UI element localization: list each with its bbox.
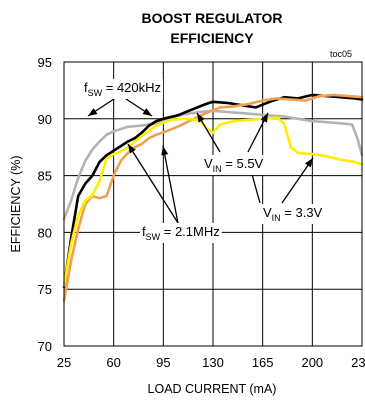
annotation-fsw-420khz-bg <box>82 79 164 99</box>
arrow-33-b-head <box>305 158 313 168</box>
x-tick-label: 60 <box>106 355 120 370</box>
plot-frame <box>63 61 363 347</box>
y-tick-label: 85 <box>38 169 52 184</box>
arrow-21-b <box>162 145 179 224</box>
x-tick-label: 95 <box>156 355 170 370</box>
y-tick-label: 75 <box>38 282 52 297</box>
arrow-33-b <box>281 157 314 204</box>
figure-code: toc05 <box>330 49 352 59</box>
x-tick-label: 235 <box>351 355 365 370</box>
arrow-55-a-head <box>197 113 205 123</box>
y-axis-label: EFFICIENCY (%) <box>9 156 23 253</box>
chart-title-line2: EFFICIENCY <box>170 30 254 46</box>
arrow-21-a-head <box>128 144 136 154</box>
x-tick-label: 165 <box>252 355 274 370</box>
annotation-vin-5-5v-bg <box>202 155 266 175</box>
x-tick-label: 25 <box>57 355 71 370</box>
annotation-fsw-420khz: fSW = 420kHz <box>84 80 161 98</box>
annotation-vin-3-3v-bg <box>261 204 325 224</box>
y-tick-label: 70 <box>38 339 52 354</box>
annotation-fsw-2-1mhz: fSW = 2.1MHz <box>142 224 220 242</box>
tick-labels: 25 60 95 130 165 200 235 70 75 80 85 90 95 <box>38 55 365 370</box>
annotation-layer: fSW = 420kHz fSW = 2.1MHz VIN = 5.5V VIN = … <box>82 79 325 243</box>
x-tick-label: 130 <box>202 355 224 370</box>
annotation-vin-3-3v: VIN = 3.3V <box>263 205 323 223</box>
y-tick-label: 95 <box>38 55 52 70</box>
series-line-2 <box>62 93 364 289</box>
arrow-55-b-head <box>260 113 268 123</box>
x-axis-label: LOAD CURRENT (mA) <box>148 382 277 396</box>
annotation-fsw-2-1mhz-bg <box>140 223 222 243</box>
annotation-vin-5-5v: VIN = 5.5V <box>204 156 264 174</box>
arrow-21-b-head <box>161 146 169 156</box>
arrow-420-a-head <box>88 108 98 116</box>
arrow-21-a <box>127 143 179 224</box>
series-line-3 <box>62 93 364 302</box>
x-tick-label: 200 <box>301 355 323 370</box>
y-tick-label: 90 <box>38 112 52 127</box>
y-tick-label: 80 <box>38 225 52 240</box>
chart-title-line1: BOOST REGULATOR <box>141 10 282 26</box>
series-line-1 <box>62 109 364 221</box>
arrow-420-b-head <box>142 108 152 116</box>
